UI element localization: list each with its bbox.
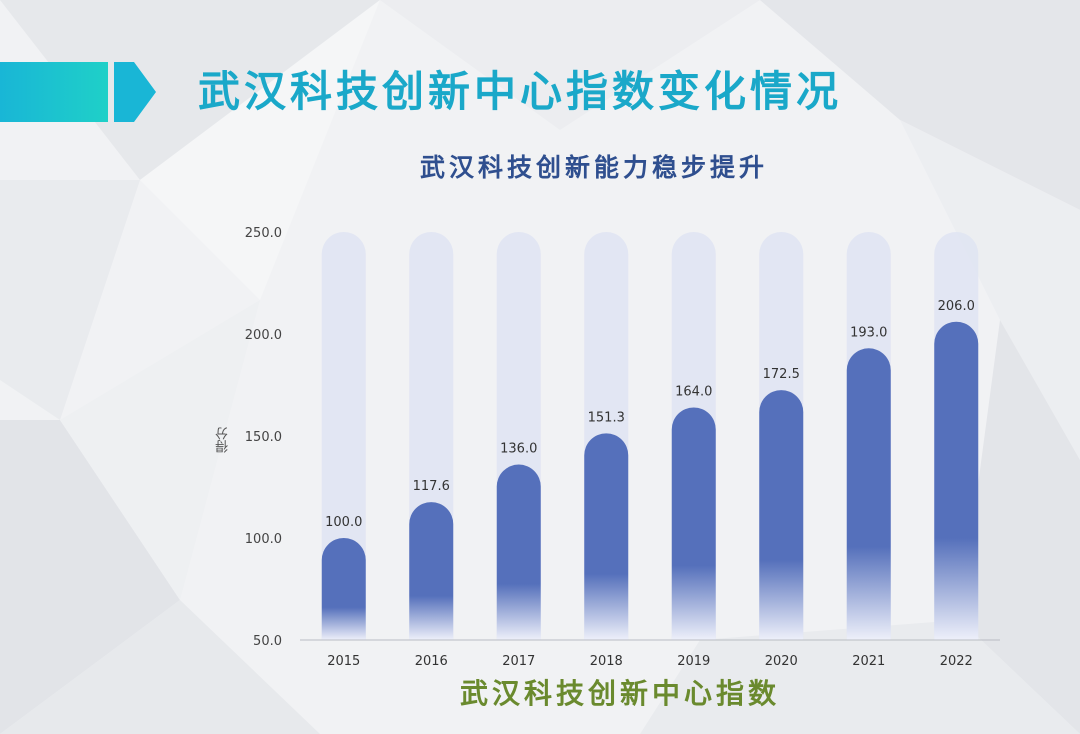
data-label: 193.0 [850, 325, 887, 340]
y-tick-label: 200.0 [245, 328, 282, 343]
y-axis-title: 得分 [216, 427, 231, 453]
bar-track [321, 232, 366, 641]
bar-2019 [671, 407, 716, 640]
x-tick-label: 2017 [502, 654, 535, 669]
data-label: 172.5 [763, 367, 800, 382]
chart-title: 武汉科技创新能力稳步提升 [420, 153, 769, 182]
y-tick-label: 150.0 [245, 430, 282, 445]
x-tick-label: 2022 [940, 654, 973, 669]
x-tick-label: 2019 [677, 654, 710, 669]
x-axis-title: 武汉科技创新中心指数 [460, 677, 781, 710]
data-label: 151.3 [588, 410, 625, 425]
bar-2016 [409, 502, 454, 640]
data-label: 206.0 [938, 299, 975, 314]
y-tick-label: 50.0 [253, 634, 282, 649]
data-label: 117.6 [413, 479, 450, 494]
bar-2018 [584, 433, 629, 640]
x-tick-label: 2018 [590, 654, 623, 669]
data-label: 164.0 [675, 384, 712, 399]
data-label: 136.0 [500, 442, 537, 457]
x-tick-label: 2015 [327, 654, 360, 669]
bar-2020 [759, 390, 804, 640]
page-title: 武汉科技创新中心指数变化情况 [198, 67, 843, 116]
x-tick-label: 2021 [852, 654, 885, 669]
data-label: 100.0 [325, 515, 362, 530]
title-accent-bar [0, 62, 156, 122]
bar-2015 [321, 538, 366, 640]
bar-2022 [934, 321, 979, 640]
bar-2021 [846, 348, 891, 640]
x-tick-label: 2016 [415, 654, 448, 669]
x-tick-label: 2020 [765, 654, 798, 669]
y-tick-label: 100.0 [245, 532, 282, 547]
bar-2017 [496, 464, 541, 640]
y-tick-label: 250.0 [245, 226, 282, 241]
